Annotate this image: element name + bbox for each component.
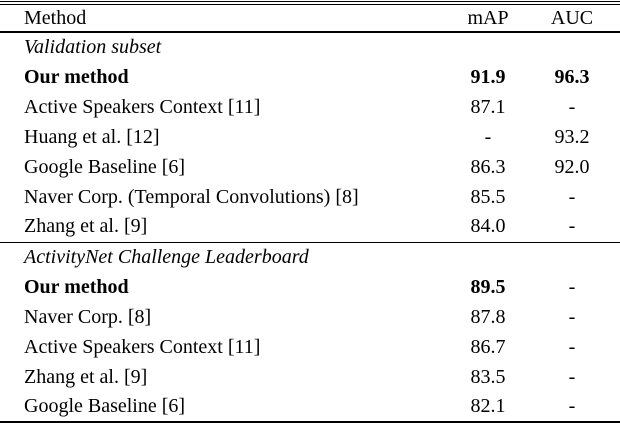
col-header-map: mAP xyxy=(446,3,530,33)
method-cell: Zhang et al. [9] xyxy=(24,215,148,238)
section-title: Validation subset xyxy=(24,36,162,58)
map-value-cell: 82.1 xyxy=(470,395,506,417)
method-cell: Active Speakers Context [11] xyxy=(24,335,261,358)
table-row: Naver Corp. (Temporal Convolutions) [8] … xyxy=(0,182,620,212)
auc-value-cell: 92.0 xyxy=(554,155,590,178)
method-cell: Naver Corp. [8] xyxy=(24,305,152,328)
auc-value-cell: - xyxy=(568,185,576,208)
table-row: Active Speakers Context [11] 86.7 - xyxy=(0,332,620,362)
table-row: Google Baseline [6] 86.3 92.0 xyxy=(0,152,620,182)
section-title: ActivityNet Challenge Leaderboard xyxy=(0,241,620,272)
auc-value-cell: 96.3 xyxy=(554,65,590,88)
map-value-cell: 85.5 xyxy=(470,185,506,208)
map-value-cell: 86.3 xyxy=(470,155,506,178)
map-value-cell: 91.9 xyxy=(470,65,506,88)
map-value-cell: 86.7 xyxy=(470,335,506,358)
results-table-container: Method mAP AUC Validation subset Our met… xyxy=(0,1,620,423)
col-header-auc: AUC xyxy=(530,3,620,33)
section-title-row: ActivityNet Challenge Leaderboard xyxy=(0,241,620,272)
auc-value-cell: - xyxy=(568,275,576,298)
method-cell: Our method xyxy=(24,65,129,88)
map-value-cell: 83.5 xyxy=(470,365,506,388)
table-row: Naver Corp. [8] 87.8 - xyxy=(0,302,620,332)
map-value-cell: 87.1 xyxy=(470,95,506,118)
method-cell: Google Baseline [6] xyxy=(24,155,186,178)
map-value-cell: 84.0 xyxy=(470,215,506,238)
method-cell: Zhang et al. [9] xyxy=(24,365,148,388)
table-row: Active Speakers Context [11] 87.1 - xyxy=(0,92,620,122)
table-row: Our method 91.9 96.3 xyxy=(0,62,620,92)
map-value-cell: 87.8 xyxy=(470,305,506,328)
map-value-cell: 89.5 xyxy=(470,275,506,298)
auc-value-cell: - xyxy=(568,215,576,238)
results-table: Method mAP AUC Validation subset Our met… xyxy=(0,1,620,423)
auc-value-cell: - xyxy=(568,305,576,328)
map-value-cell: - xyxy=(484,125,492,148)
auc-value-cell: - xyxy=(568,395,576,417)
table-row: Zhang et al. [9] 84.0 - xyxy=(0,212,620,242)
col-header-method: Method xyxy=(0,3,446,33)
method-cell: Our method xyxy=(24,275,129,298)
auc-value-cell: - xyxy=(568,335,576,358)
auc-value-cell: - xyxy=(568,95,576,118)
section-title-row: Validation subset xyxy=(0,32,620,62)
table-row: Google Baseline [6] 82.1 - xyxy=(0,392,620,422)
table-row: Zhang et al. [9] 83.5 - xyxy=(0,362,620,392)
method-cell: Huang et al. [12] xyxy=(24,125,160,148)
method-cell: Naver Corp. (Temporal Convolutions) [8] xyxy=(24,185,359,208)
method-cell: Google Baseline [6] xyxy=(24,395,186,417)
table-row: Huang et al. [12] - 93.2 xyxy=(0,122,620,152)
header-row: Method mAP AUC xyxy=(0,3,620,33)
auc-value-cell: 93.2 xyxy=(554,125,590,148)
table-row: Our method 89.5 - xyxy=(0,272,620,302)
method-cell: Active Speakers Context [11] xyxy=(24,95,261,118)
auc-value-cell: - xyxy=(568,365,576,388)
